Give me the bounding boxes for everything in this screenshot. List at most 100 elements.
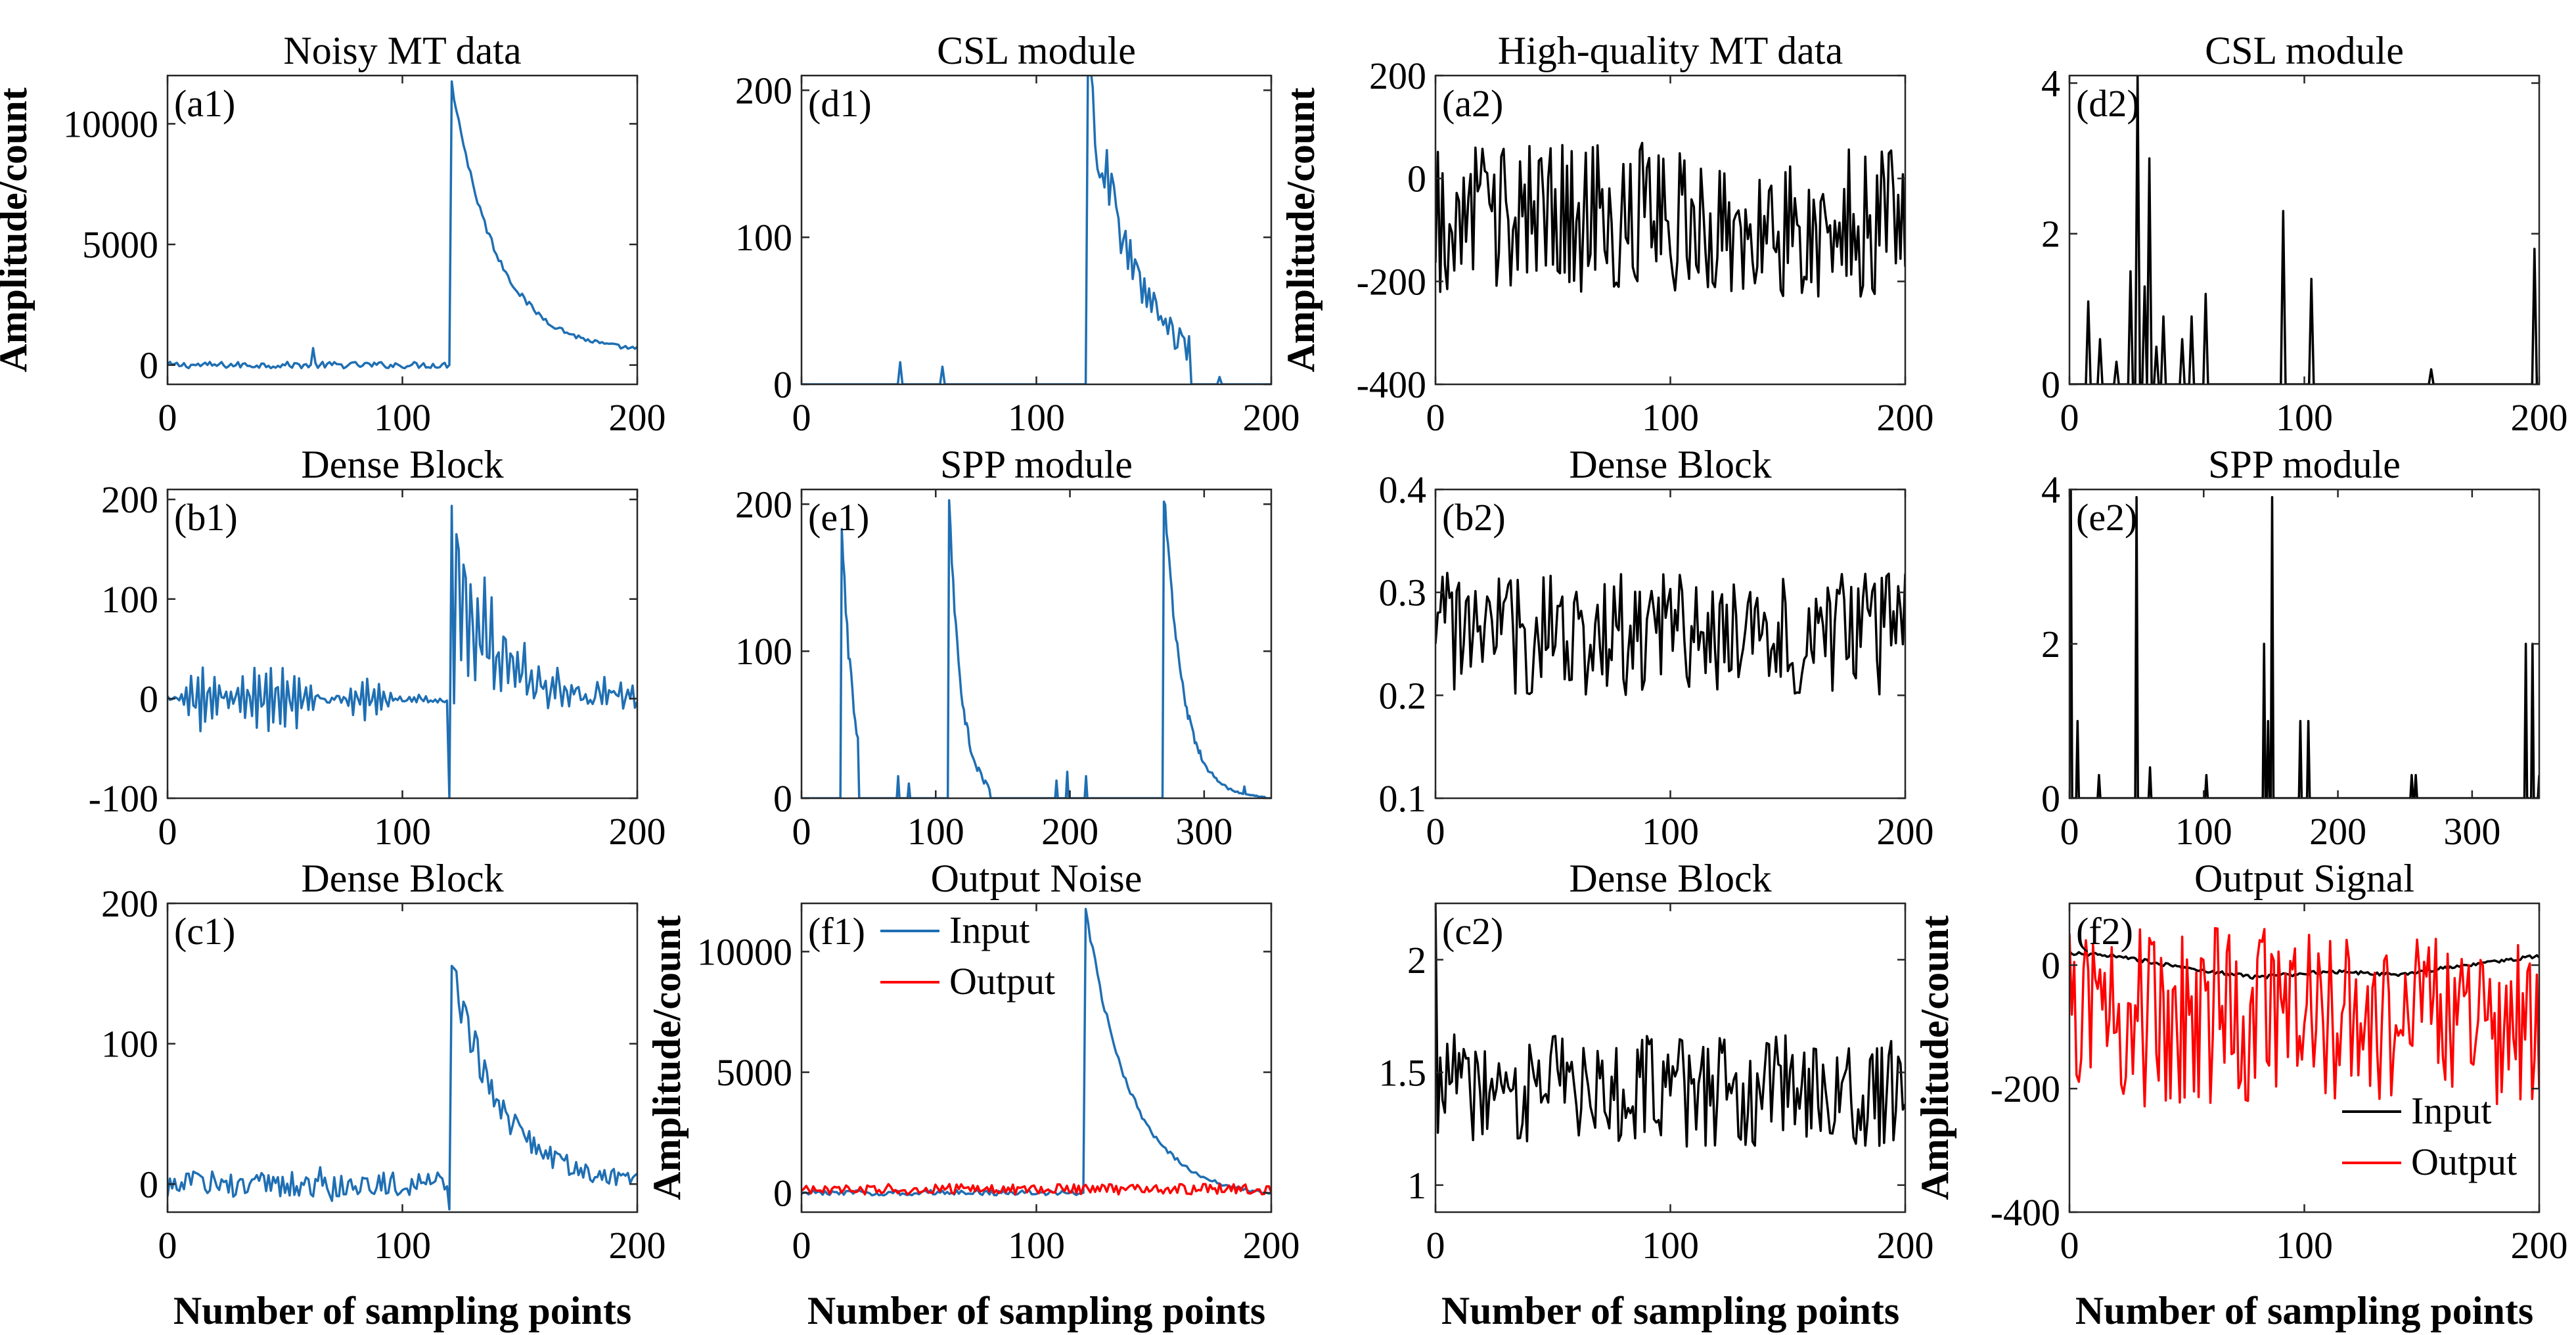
x-tick-label: 100 bbox=[374, 396, 431, 439]
panel-f2: 0 100 200 -400 -200 0 Output Signal (f2) Number … bbox=[1913, 857, 2568, 1332]
plot-frame bbox=[2068, 488, 2541, 800]
x-tick-label: 200 bbox=[2511, 1224, 2568, 1267]
y-axis-label: Amplitude/count bbox=[1913, 915, 1956, 1200]
y-tick-label: 200 bbox=[1369, 55, 1426, 97]
panel-title: Dense Block bbox=[301, 443, 503, 486]
y-tick-label: 0.4 bbox=[1379, 468, 1427, 511]
y-tick-label: 200 bbox=[735, 483, 792, 526]
x-axis-label: Number of sampling points bbox=[807, 1289, 1265, 1332]
series-line-f1-output bbox=[802, 1183, 1271, 1196]
y-tick-label: 0 bbox=[773, 363, 792, 406]
x-tick-label: 200 bbox=[609, 1224, 666, 1267]
x-tick-label: 200 bbox=[1041, 810, 1098, 853]
legend-label: Output bbox=[949, 960, 1055, 1003]
y-tick-label: 100 bbox=[735, 216, 792, 259]
panel-title: SPP module bbox=[940, 443, 1133, 486]
series-line-f2-output bbox=[2069, 927, 2539, 1108]
legend-label: Input bbox=[2411, 1089, 2491, 1132]
series-lines bbox=[802, 76, 1271, 384]
panel-tag: (c1) bbox=[174, 910, 235, 953]
y-tick-label: 4 bbox=[2041, 468, 2060, 511]
panel-tag: (f1) bbox=[808, 910, 865, 953]
y-tick-label: 10000 bbox=[697, 930, 792, 973]
x-tick-label: 200 bbox=[609, 396, 666, 439]
panel-title: Dense Block bbox=[1569, 857, 1771, 900]
legend: Input Output bbox=[2342, 1089, 2517, 1183]
x-tick-label: 0 bbox=[2060, 396, 2079, 439]
x-axis-label: Number of sampling points bbox=[1441, 1289, 1899, 1332]
y-tick-label: 0 bbox=[1407, 158, 1426, 200]
series-lines bbox=[802, 499, 1271, 798]
panel-tag: (d2) bbox=[2076, 82, 2140, 125]
y-tick-label: 2 bbox=[2041, 623, 2060, 666]
legend-label: Input bbox=[949, 909, 1029, 951]
y-tick-label: 0 bbox=[2041, 777, 2060, 820]
y-axis-label: Amplitude/count bbox=[0, 87, 35, 372]
series-lines bbox=[1435, 572, 1905, 696]
panel-a1: 0 100 200 0 5000 10000 Noisy MT data (a1) Amplit… bbox=[0, 29, 666, 439]
x-tick-label: 200 bbox=[2511, 396, 2568, 439]
y-tick-label: -400 bbox=[1991, 1191, 2060, 1234]
x-tick-label: 100 bbox=[1642, 810, 1699, 853]
y-tick-label: 2 bbox=[1407, 939, 1426, 982]
x-tick-label: 0 bbox=[158, 396, 177, 439]
series-line-f1-input bbox=[802, 907, 1271, 1197]
x-tick-label: 0 bbox=[158, 810, 177, 853]
panel-title: Output Signal bbox=[2194, 857, 2414, 900]
y-tick-label: 100 bbox=[101, 1023, 158, 1066]
y-tick-label: 0 bbox=[2041, 944, 2060, 987]
panel-title: CSL module bbox=[937, 29, 1136, 72]
x-tick-label: 300 bbox=[1175, 810, 1232, 853]
panel-tag: (f2) bbox=[2076, 910, 2133, 953]
x-tick-label: 0 bbox=[1426, 396, 1445, 439]
plot-frame bbox=[800, 74, 1273, 386]
x-axis-label: Number of sampling points bbox=[2075, 1289, 2533, 1332]
x-tick-label: 200 bbox=[1877, 396, 1934, 439]
y-tick-label: 200 bbox=[101, 882, 158, 925]
x-tick-label: 0 bbox=[1426, 810, 1445, 853]
panel-b2: 0 100 200 0.1 0.2 0.3 0.4 Dense Block (b2) bbox=[1379, 443, 1934, 853]
series-lines bbox=[168, 505, 637, 798]
panel-tag: (d1) bbox=[808, 82, 872, 125]
plot-frame bbox=[800, 488, 1273, 800]
x-tick-label: 0 bbox=[792, 810, 811, 853]
panel-title: CSL module bbox=[2205, 29, 2404, 72]
x-tick-label: 100 bbox=[1008, 1224, 1065, 1267]
x-tick-label: 0 bbox=[792, 1224, 811, 1267]
series-lines bbox=[168, 964, 637, 1211]
panel-tag: (e1) bbox=[808, 496, 869, 539]
panel-c1: 0 100 200 0 100 200 Dense Block (c1) Number of s… bbox=[101, 857, 666, 1332]
y-tick-label: -200 bbox=[1991, 1068, 2060, 1110]
series-line-b2-0 bbox=[1435, 572, 1905, 696]
series-lines bbox=[802, 907, 1271, 1197]
y-tick-label: 0 bbox=[139, 1163, 158, 1206]
x-tick-label: 100 bbox=[2175, 810, 2232, 853]
panel-tag: (b1) bbox=[174, 496, 238, 539]
x-tick-label: 200 bbox=[609, 810, 666, 853]
panel-d1: 0 100 200 0 100 200 CSL module (d1) bbox=[735, 29, 1300, 439]
y-tick-label: 200 bbox=[735, 69, 792, 112]
y-tick-label: 2 bbox=[2041, 213, 2060, 256]
series-lines bbox=[2069, 76, 2539, 384]
panel-title: Dense Block bbox=[1569, 443, 1771, 486]
x-tick-label: 100 bbox=[2276, 396, 2333, 439]
y-tick-label: 1.5 bbox=[1379, 1051, 1427, 1094]
x-tick-label: 0 bbox=[2060, 810, 2079, 853]
y-tick-label: 0 bbox=[139, 677, 158, 720]
x-tick-label: 200 bbox=[1877, 810, 1934, 853]
y-tick-label: -100 bbox=[89, 777, 158, 820]
x-tick-label: 0 bbox=[2060, 1224, 2079, 1267]
y-tick-label: 0 bbox=[2041, 363, 2060, 406]
panel-tag: (a1) bbox=[174, 82, 235, 125]
y-tick-label: 0 bbox=[139, 344, 158, 387]
series-lines bbox=[1435, 903, 1905, 1148]
x-tick-label: 200 bbox=[1243, 1224, 1300, 1267]
series-lines bbox=[168, 80, 637, 370]
y-tick-label: 100 bbox=[735, 630, 792, 673]
x-tick-label: 100 bbox=[374, 810, 431, 853]
panel-a2: 0 100 200 -400 -200 0 200 High-quality MT data (… bbox=[1279, 29, 1934, 439]
legend: Input Output bbox=[880, 909, 1055, 1003]
x-tick-label: 100 bbox=[374, 1224, 431, 1267]
